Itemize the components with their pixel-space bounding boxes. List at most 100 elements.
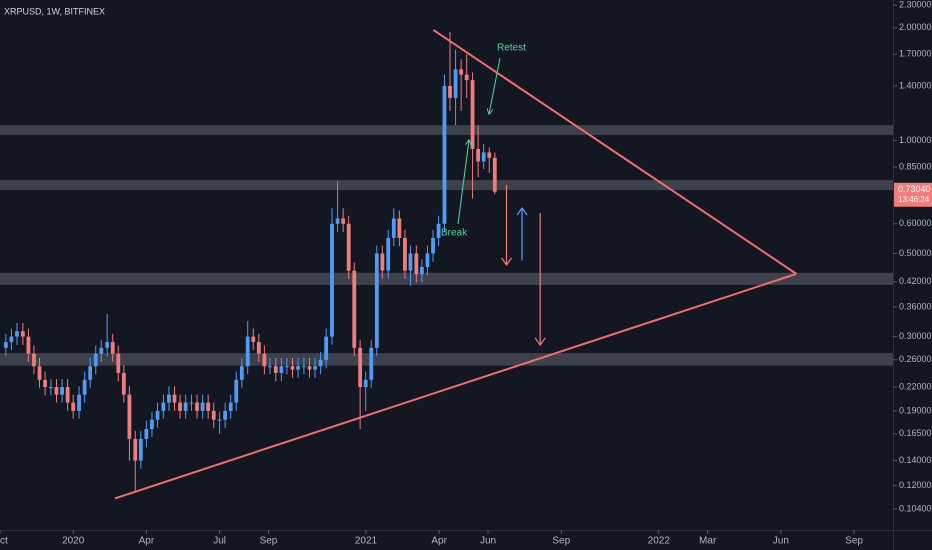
trendline xyxy=(114,272,797,500)
candle-body xyxy=(414,253,419,275)
candle-body xyxy=(183,402,188,411)
candle-body xyxy=(178,402,182,411)
candle-body xyxy=(234,379,239,403)
candle-body xyxy=(279,366,284,373)
candle-body xyxy=(470,80,475,149)
x-tick-label: Jun xyxy=(480,536,496,547)
x-tick-label: Apr xyxy=(139,536,155,547)
y-tick-label: 0.10400 xyxy=(899,503,932,513)
candle-body xyxy=(93,353,98,367)
candle-body xyxy=(43,379,47,388)
candle-body xyxy=(302,366,306,368)
candle-body xyxy=(363,379,368,388)
candle-body xyxy=(290,366,295,370)
y-tick-label: 1.70000 xyxy=(899,49,932,59)
candle-body xyxy=(273,366,278,373)
candle-body xyxy=(60,387,64,395)
candle-body xyxy=(358,347,363,388)
candle-body xyxy=(200,402,205,411)
candle-body xyxy=(15,331,19,337)
x-tick-label: Sep xyxy=(260,536,278,547)
y-tick-label: 0.60000 xyxy=(899,218,932,228)
candle-body xyxy=(65,387,70,403)
candle-body xyxy=(268,366,272,368)
candle-body xyxy=(99,347,104,354)
candle-body xyxy=(307,366,312,370)
arrow-head xyxy=(534,337,546,346)
candle-body xyxy=(121,372,126,395)
countdown-label: 13:46:24 xyxy=(898,195,930,204)
candle-body xyxy=(425,253,430,268)
x-tick-label: Sep xyxy=(845,536,863,547)
x-tick-label: 2020 xyxy=(62,536,85,547)
y-tick-label: 0.19000 xyxy=(899,405,932,415)
annotation-arrow xyxy=(489,57,501,114)
candle-body xyxy=(436,223,441,238)
y-tick-label: 0.85000 xyxy=(899,161,932,171)
x-tick-label: Apr xyxy=(431,536,447,547)
annotation: Break xyxy=(441,228,468,239)
candle-body xyxy=(26,336,31,354)
candle-body xyxy=(116,353,121,373)
candle-body xyxy=(167,394,171,403)
candle-body xyxy=(211,410,216,420)
candle-body xyxy=(9,336,14,343)
candle-body xyxy=(49,387,53,389)
candle-body xyxy=(285,366,289,368)
candle-body xyxy=(341,218,346,224)
candle-body xyxy=(369,347,374,380)
x-tick-label: Oct xyxy=(0,536,8,547)
candle-body xyxy=(335,218,340,224)
candle-body xyxy=(318,359,323,367)
candle-body xyxy=(127,394,132,439)
arrow-head xyxy=(516,206,528,216)
candle-body xyxy=(408,253,413,271)
candle-body xyxy=(442,85,447,224)
y-tick-label: 0.12000 xyxy=(899,480,932,490)
candle-body xyxy=(71,402,76,411)
candle-body xyxy=(386,237,391,271)
y-tick-label: 0.42000 xyxy=(899,276,932,286)
candle-body xyxy=(476,148,481,162)
candle-body xyxy=(206,402,211,411)
y-tick-label: 1.00000 xyxy=(899,135,932,145)
candle-body xyxy=(374,253,379,348)
candle-body xyxy=(110,342,115,354)
candle-body xyxy=(352,270,357,348)
annotation-arrow xyxy=(457,140,469,225)
x-tick-label: Mar xyxy=(699,536,717,547)
y-tick-label: 0.26000 xyxy=(899,354,932,364)
candle-body xyxy=(239,366,244,380)
candle-body xyxy=(397,218,402,238)
candle-body xyxy=(346,223,351,271)
candle-body xyxy=(161,402,166,411)
price-zone xyxy=(0,180,893,191)
price-zone xyxy=(0,353,893,366)
y-tick-label: 0.36000 xyxy=(899,301,932,311)
candle-body xyxy=(324,336,329,360)
candle-body xyxy=(330,223,334,337)
candle-body xyxy=(256,342,261,354)
candle-body xyxy=(54,387,59,395)
candle-body xyxy=(431,237,435,254)
y-tick-label: 1.40000 xyxy=(899,80,932,90)
candle-body xyxy=(251,336,256,343)
candle-body xyxy=(228,402,233,411)
candle-body xyxy=(262,353,267,367)
candle-body xyxy=(150,419,154,430)
y-tick-label: 2.30000 xyxy=(899,0,932,9)
y-tick-label: 2.00000 xyxy=(899,22,932,32)
last-price-box xyxy=(894,182,932,207)
x-tick-label: Jun xyxy=(773,536,789,547)
candle-body xyxy=(105,342,110,348)
chart-title: XRPUSD, 1W, BITFINEX xyxy=(4,6,105,16)
candle-body xyxy=(77,394,81,411)
x-tick-label: Jul xyxy=(213,536,226,547)
candle-body xyxy=(223,410,228,420)
x-tick-label: 2021 xyxy=(355,536,378,547)
trendline xyxy=(432,29,797,275)
candle-body xyxy=(487,152,492,158)
y-tick-label: 0.30000 xyxy=(899,331,932,341)
